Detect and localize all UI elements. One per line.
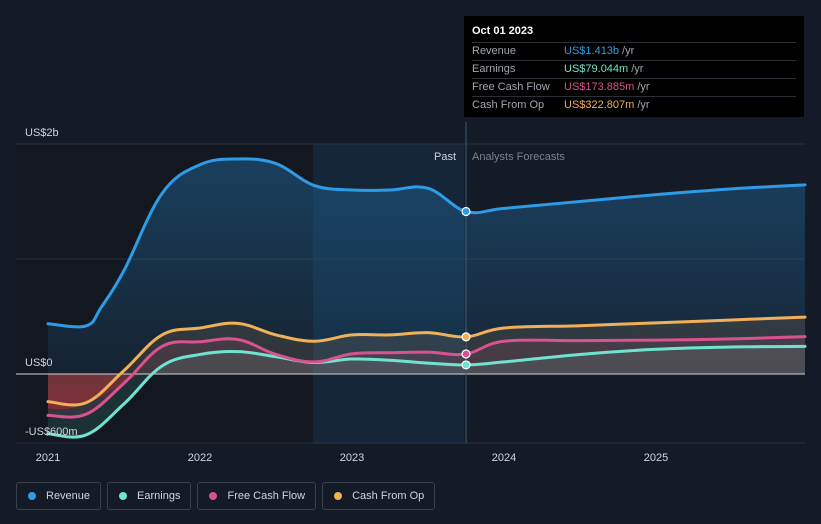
- x-tick-label: 2023: [340, 452, 364, 464]
- tooltip-label: Earnings: [472, 63, 516, 75]
- revenue-area: [48, 158, 805, 374]
- earnings-line: [46, 344, 807, 439]
- legend-label: Free Cash Flow: [227, 490, 306, 502]
- x-tick-label: 2022: [188, 452, 212, 464]
- earnings-area: [48, 346, 805, 438]
- legend-label: Earnings: [137, 490, 181, 502]
- tooltip-value: US$79.044m: [564, 63, 629, 75]
- hover-markers: [461, 206, 471, 370]
- y-tick-label: US$2b: [25, 127, 59, 139]
- legend-label: Cash From Op: [352, 490, 425, 502]
- tooltip-row-revenue: Revenue US$1.413b /yr: [472, 42, 796, 60]
- tooltip-label: Cash From Op: [472, 99, 545, 111]
- cash-from-op-dot-icon: [334, 492, 343, 500]
- tooltip-unit: /yr: [637, 99, 650, 111]
- x-tick-label: 2025: [644, 452, 668, 464]
- free-cash-flow-area: [48, 336, 805, 418]
- tooltip-row-earnings: Earnings US$79.044m /yr: [472, 60, 796, 78]
- revenue-dot-icon: [28, 492, 36, 500]
- legend-label: Revenue: [46, 490, 91, 502]
- tooltip-value: US$1.413b: [564, 45, 620, 57]
- legend-item-cash-from-op[interactable]: Cash From Op: [322, 482, 436, 510]
- series-lines: [46, 157, 807, 439]
- earnings-dot-icon: [119, 492, 128, 500]
- tooltip-date: Oct 01 2023: [472, 25, 534, 37]
- free-cash-flow-line: [46, 335, 807, 419]
- x-tick-label: 2024: [492, 452, 516, 464]
- legend-item-earnings[interactable]: Earnings: [107, 482, 192, 510]
- free-cash-flow-dot-icon: [209, 492, 218, 500]
- past-label: Past: [434, 151, 456, 163]
- free-cash-flow-marker: [461, 349, 471, 359]
- tooltip-label: Revenue: [472, 45, 517, 57]
- negative-area: [48, 374, 140, 410]
- tooltip: Oct 01 2023 Revenue US$1.413b /yr Earnin…: [464, 16, 804, 117]
- y-tick-label: US$0: [25, 357, 53, 369]
- y-tick-label: -US$600m: [25, 426, 78, 438]
- legend: Revenue Earnings Free Cash Flow Cash Fro…: [16, 482, 436, 512]
- earnings-marker: [461, 360, 471, 370]
- forecast-label: Analysts Forecasts: [472, 151, 565, 163]
- tooltip-unit: /yr: [631, 63, 644, 75]
- revenue-marker: [461, 206, 471, 217]
- cash-from-op-marker: [461, 332, 471, 342]
- y-axis-labels: US$2b US$0 -US$600m: [25, 127, 78, 438]
- tooltip-value: US$173.885m: [564, 81, 635, 93]
- tooltip-unit: /yr: [637, 81, 650, 93]
- legend-item-revenue[interactable]: Revenue: [16, 482, 102, 510]
- x-tick-label: 2021: [36, 452, 60, 464]
- tooltip-row-cash-from-op: Cash From Op US$322.807m /yr: [472, 96, 796, 114]
- x-axis-labels: 2021 2022 2023 2024 2025: [36, 452, 669, 464]
- tooltip-label: Free Cash Flow: [472, 81, 550, 93]
- tooltip-value: US$322.807m: [564, 99, 635, 111]
- tooltip-row-free-cash-flow: Free Cash Flow US$173.885m /yr: [472, 78, 796, 96]
- revenue-line: [46, 157, 807, 329]
- cash-from-op-line: [46, 315, 807, 407]
- legend-item-free-cash-flow[interactable]: Free Cash Flow: [197, 482, 317, 510]
- tooltip-unit: /yr: [622, 45, 635, 57]
